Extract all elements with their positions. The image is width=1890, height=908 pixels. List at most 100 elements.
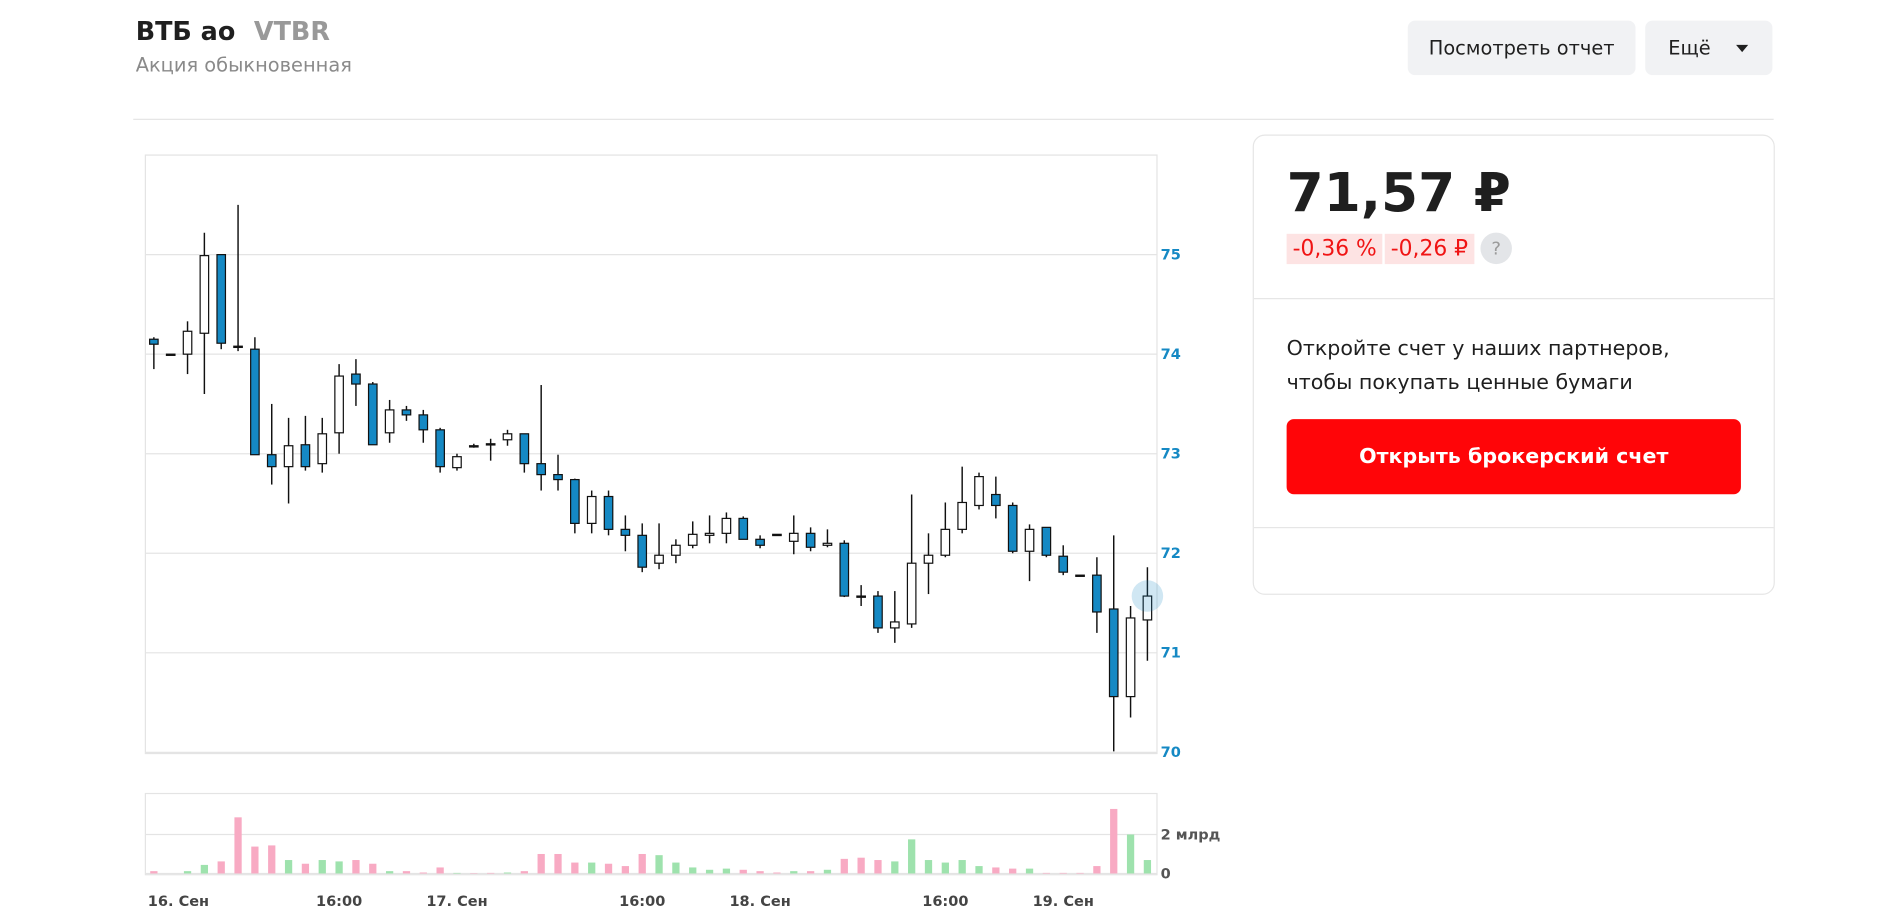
- candle-body: [182, 330, 193, 355]
- candle-body: [250, 348, 260, 456]
- volume-bar: [638, 853, 646, 874]
- candle-body: [856, 595, 866, 598]
- candle-body: [418, 414, 429, 431]
- report-button[interactable]: Посмотреть отчет: [1407, 20, 1636, 76]
- candle-body: [687, 533, 698, 546]
- candle-body: [367, 383, 378, 446]
- volume-bar: [352, 860, 360, 874]
- volume-bar: [385, 871, 394, 874]
- candle-body: [317, 433, 328, 465]
- promo-text: Откройте счет у наших партнеров, чтобы п…: [1287, 332, 1670, 400]
- quote-card: 71,57 ₽ -0,36 % -0,26 ₽ ? Откройте счет …: [1252, 134, 1775, 595]
- candle-body: [570, 478, 580, 524]
- volume-bar: [604, 863, 613, 874]
- candle-body: [300, 444, 311, 468]
- volume-bar: [503, 872, 512, 874]
- candle-body: [334, 375, 344, 434]
- volume-bar: [301, 863, 310, 874]
- candle-body: [671, 544, 681, 556]
- volume-bar: [823, 869, 832, 874]
- volume-bar: [941, 862, 949, 874]
- candle-body: [452, 456, 462, 469]
- volume-bar: [773, 872, 781, 874]
- chart: 70 71 72 73 74 75 0 2 млрд 16. Сен 16:00 17. Сен 16…: [144, 154, 1221, 908]
- candle-body: [553, 474, 563, 481]
- volume-bar: [150, 871, 158, 874]
- volume-bar: [672, 862, 680, 874]
- candle-body: [1058, 555, 1069, 573]
- volume-tick-label: 2 млрд: [1161, 827, 1221, 843]
- volume-bar: [588, 862, 596, 874]
- volume-bar: [958, 860, 966, 874]
- more-label: Ещё: [1668, 36, 1711, 60]
- y-tick-label: 75: [1161, 247, 1181, 263]
- candle-body: [620, 528, 631, 536]
- volume-bar: [874, 860, 882, 874]
- y-tick-label: 73: [1161, 447, 1181, 463]
- candle-body: [266, 454, 277, 468]
- candle-body: [721, 517, 732, 534]
- candle-body: [873, 595, 883, 629]
- volume-bar: [655, 855, 663, 874]
- x-tick-label: 16. Сен: [148, 894, 209, 908]
- candle-body: [586, 495, 597, 524]
- volume-bar: [621, 866, 630, 874]
- candle-body: [1142, 595, 1153, 621]
- candle-body: [603, 495, 614, 530]
- candle-body: [974, 475, 984, 507]
- volume-bar: [705, 869, 714, 874]
- volume-bar: [1009, 868, 1017, 874]
- volume-bar: [1110, 808, 1118, 874]
- volume-bar: [1042, 872, 1051, 874]
- volume-bar: [335, 861, 343, 874]
- volume-bar: [419, 872, 427, 874]
- help-icon[interactable]: ?: [1480, 232, 1512, 265]
- volume-bar: [1076, 872, 1084, 874]
- volume-bar: [840, 858, 848, 874]
- candle-body: [468, 445, 479, 448]
- candle-body: [822, 542, 833, 546]
- y-tick-label: 74: [1161, 347, 1181, 363]
- volume-bar: [554, 853, 562, 874]
- promo-line: Откройте счет у наших партнеров,: [1286, 336, 1670, 362]
- candle-body: [805, 532, 816, 548]
- candle-body: [991, 493, 1001, 507]
- candle-body: [1125, 617, 1136, 698]
- candle-body: [149, 338, 159, 345]
- ticker: VTBR: [253, 16, 330, 47]
- divider: [133, 118, 1774, 120]
- candle-body: [1092, 574, 1102, 613]
- volume-bar: [924, 860, 933, 874]
- volume-bar: [436, 867, 444, 874]
- x-tick-label: 16:00: [619, 894, 665, 908]
- candle-body: [738, 517, 749, 540]
- volume-tick-label: 0: [1161, 866, 1171, 882]
- candle-body: [923, 554, 934, 564]
- stock-subtitle: Акция обыкновенная: [135, 53, 352, 77]
- volume-bar: [284, 860, 293, 874]
- candle-body: [485, 443, 496, 446]
- x-tick-label: 18. Сен: [729, 894, 790, 908]
- volume-bar: [268, 845, 276, 874]
- more-button[interactable]: Ещё: [1645, 20, 1773, 76]
- y-tick-label: 70: [1161, 745, 1181, 761]
- candle-body: [839, 542, 850, 597]
- candle-body: [536, 463, 547, 476]
- volume-bar: [857, 857, 865, 874]
- volume-bar: [318, 860, 326, 874]
- candle-body: [755, 538, 765, 546]
- header-title-row: ВТБ ао VTBR: [136, 17, 330, 46]
- candle-body: [165, 353, 176, 356]
- candle-body: [519, 433, 530, 465]
- open-account-button[interactable]: Открыть брокерский счет: [1286, 419, 1741, 495]
- change-percent: -0,36 %: [1286, 233, 1383, 265]
- stock-name: ВТБ ао: [135, 16, 236, 47]
- candle-body: [889, 621, 900, 629]
- volume-bar: [1059, 872, 1067, 874]
- volume-bar: [1025, 868, 1034, 874]
- candle-body: [502, 433, 513, 441]
- volume-bar: [722, 868, 731, 874]
- card-divider: [1253, 298, 1774, 300]
- candle-body: [940, 528, 951, 556]
